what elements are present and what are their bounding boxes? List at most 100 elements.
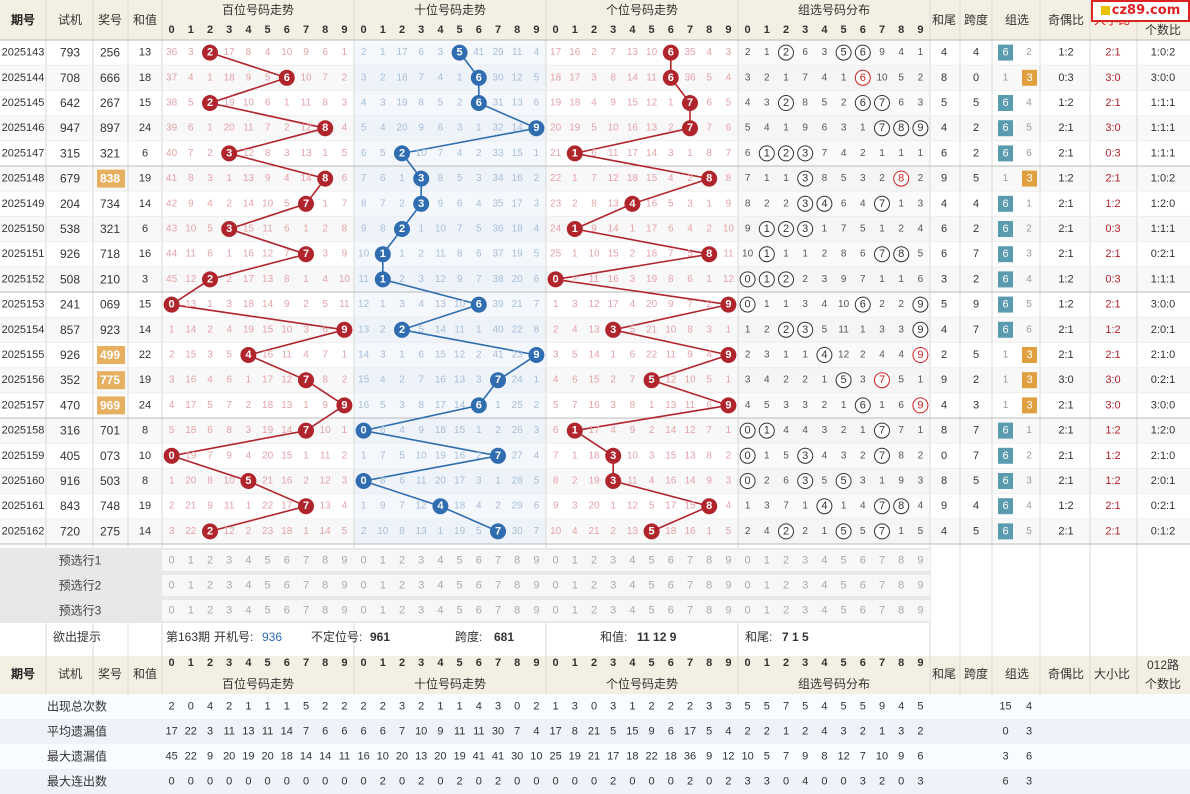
group-digit: 5 — [841, 47, 847, 59]
group-ball — [778, 321, 794, 338]
miss-count: 7 — [380, 450, 386, 461]
miss-count: 3 — [342, 476, 348, 487]
preselect-digit: 2 — [591, 605, 597, 617]
row-period: 2025160 — [2, 475, 45, 487]
hit-digit: 7 — [303, 425, 309, 437]
hit-digit: 5 — [457, 47, 463, 59]
row-sum: 24 — [139, 399, 151, 411]
row-oddeven: 1:2 — [1058, 97, 1073, 109]
stats-value: 9 — [802, 751, 808, 763]
row-bigsmall: 2:1 — [1105, 248, 1120, 260]
group-miss: 9 — [879, 47, 885, 58]
group-miss: 1 — [898, 198, 904, 209]
miss-count: 9 — [322, 400, 328, 411]
stats-value: 0 — [245, 776, 251, 788]
preselect-digit: 3 — [610, 555, 616, 567]
row-prize: 718 — [100, 247, 120, 261]
miss-count: 1 — [226, 173, 232, 184]
miss-count: 20 — [646, 299, 658, 310]
group-miss: 7 — [822, 148, 828, 159]
miss-count: 16 — [588, 400, 600, 411]
miss-count: 2 — [226, 198, 232, 209]
stats-value: 10 — [876, 751, 888, 763]
miss-count: 4 — [553, 375, 559, 386]
row-trial: 916 — [60, 474, 80, 488]
miss-count: 1 — [726, 425, 732, 436]
stats-value: 0 — [361, 776, 367, 788]
group-ball — [854, 397, 871, 414]
group3-miss: 2 — [1026, 47, 1032, 58]
miss-count: 1 — [246, 501, 252, 512]
miss-count: 22 — [185, 526, 197, 537]
digit-header-2: 3 — [610, 657, 616, 669]
site-watermark[interactable]: cz89.com — [1091, 0, 1190, 22]
preselect-digit: 5 — [649, 580, 655, 592]
row-oddeven: 0:3 — [1058, 72, 1073, 84]
group-ball — [758, 221, 775, 237]
hit-digit: 7 — [495, 450, 501, 462]
stats-value: 18 — [281, 751, 293, 763]
group6-label: 6 — [1002, 223, 1008, 235]
miss-count: 1 — [342, 350, 348, 361]
group-miss: 5 — [898, 375, 904, 386]
group-ball — [797, 321, 814, 338]
row-span: 7 — [973, 450, 979, 462]
preselect-digit: 9 — [917, 555, 923, 567]
digit-header-2: 7 — [303, 657, 309, 669]
miss-count: 1 — [418, 224, 424, 235]
miss-count: 6 — [706, 98, 712, 109]
stats-value: 2 — [879, 776, 885, 788]
preselect-digit: 4 — [629, 555, 635, 567]
group-bg — [738, 65, 930, 91]
digit-header: 2 — [207, 24, 213, 36]
miss-count: 35 — [684, 47, 696, 58]
miss-count: 3 — [630, 274, 636, 285]
group-miss: 3 — [822, 47, 828, 58]
hit-ball — [202, 95, 218, 111]
hit-digit: 8 — [706, 500, 712, 512]
hint-undet: 961 — [370, 630, 390, 644]
miss-count: 2 — [303, 476, 309, 487]
miss-count: 4 — [668, 173, 674, 184]
row-012: 3:0:0 — [1151, 299, 1175, 311]
stats-value: 13 — [415, 751, 427, 763]
stats-value: 0 — [322, 776, 328, 788]
stats-value: 4 — [476, 701, 482, 713]
preselect-digit: 0 — [553, 605, 559, 617]
group-ball — [739, 473, 756, 489]
hit-digit: 6 — [668, 72, 674, 84]
hit-ball — [317, 170, 334, 187]
stats-value: 2 — [457, 776, 463, 788]
hint-tail: 7 1 5 — [782, 630, 809, 644]
hit-digit: 4 — [245, 349, 252, 361]
miss-count: 10 — [320, 425, 332, 436]
group3-miss: 1 — [1026, 425, 1032, 436]
road012-header-2a: 012路 — [1147, 657, 1179, 672]
group-miss: 1 — [802, 350, 808, 361]
miss-count: 4 — [399, 425, 405, 436]
group-miss: 3 — [764, 98, 770, 109]
miss-count: 19 — [396, 98, 408, 109]
miss-count: 6 — [534, 98, 540, 109]
group-miss: 1 — [898, 274, 904, 285]
group-miss: 1 — [841, 501, 847, 512]
miss-count: 4 — [438, 72, 444, 83]
miss-count: 1 — [534, 375, 540, 386]
stats-value: 2 — [495, 776, 501, 788]
preselect-digit: 5 — [841, 580, 847, 592]
hit-ball — [490, 447, 506, 464]
miss-count: 4 — [361, 98, 367, 109]
group-ball — [778, 221, 794, 237]
row-trial: 315 — [60, 146, 80, 160]
preselect-digit: 9 — [341, 555, 347, 567]
miss-count: 5 — [476, 224, 482, 235]
miss-count: 5 — [169, 425, 175, 436]
hit-ball — [470, 69, 487, 86]
row-oddeven: 3:0 — [1058, 374, 1073, 386]
row-sumtail: 4 — [941, 47, 947, 59]
stats-value: 0 — [188, 776, 194, 788]
row-oddeven: 2:1 — [1058, 399, 1073, 411]
miss-count: 5 — [553, 400, 559, 411]
miss-count: 18 — [185, 425, 197, 436]
miss-count: 13 — [262, 274, 274, 285]
